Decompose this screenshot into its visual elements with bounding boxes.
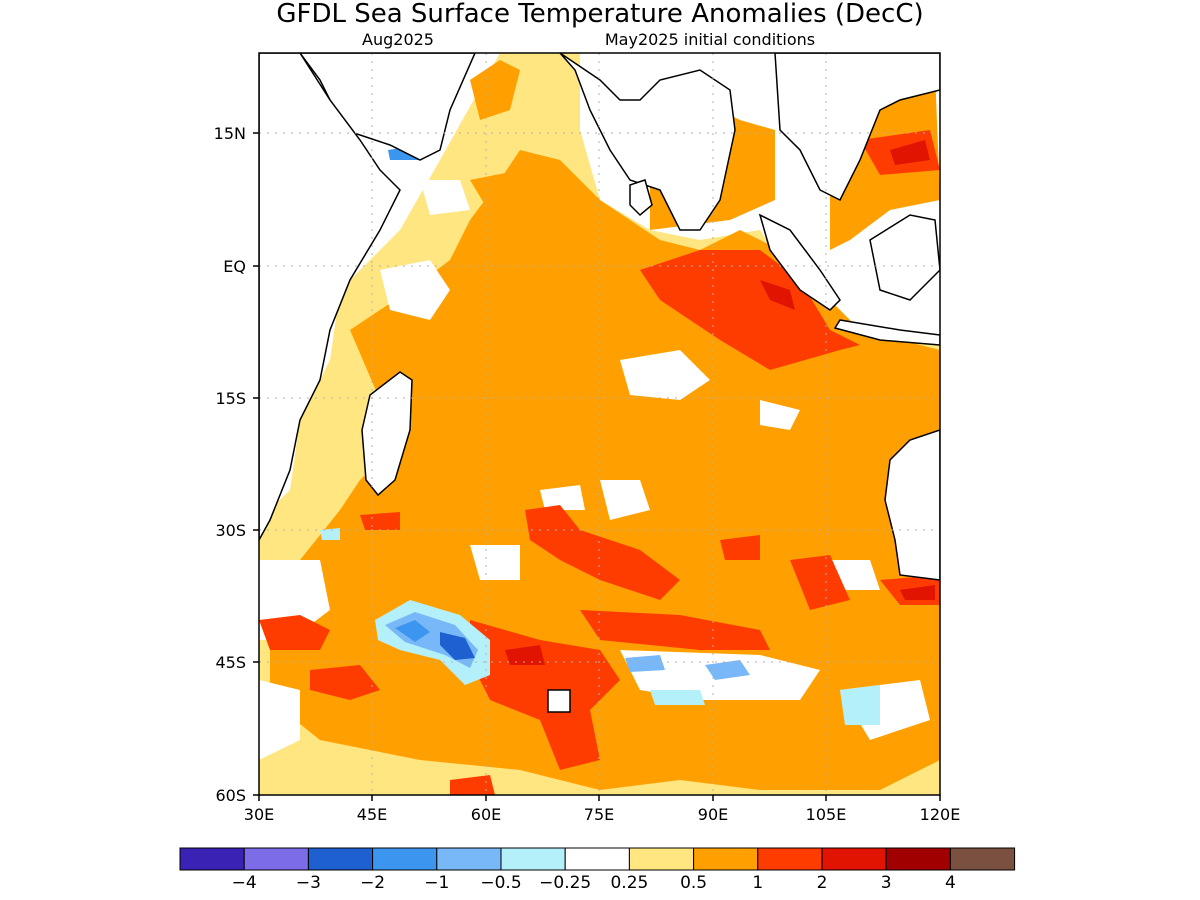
colorbar-swatch — [436, 847, 502, 871]
colorbar-swatch — [628, 847, 695, 871]
colorbar-swatch — [693, 847, 759, 871]
colorbar-label: −0.25 — [539, 873, 591, 893]
lat-tick-label: 30S — [215, 521, 246, 540]
india-land — [559, 53, 736, 231]
colorbar-label: 1 — [752, 873, 763, 893]
colorbar-swatch — [372, 847, 438, 871]
land-masses — [259, 53, 940, 713]
colorbar-swatch — [821, 847, 887, 871]
lon-tick-label: 45E — [357, 805, 387, 824]
lat-tick-label: 15S — [215, 389, 246, 408]
colorbar-label: 0.5 — [680, 873, 707, 893]
subtitle-date: Aug2025 — [362, 30, 434, 49]
australia-land — [884, 429, 940, 581]
colorbar-label: 0.25 — [610, 873, 648, 893]
colorbar-label: 4 — [945, 873, 956, 893]
map-grid — [259, 53, 940, 795]
colorbar-label: −1 — [424, 873, 449, 893]
lat-tick-label: 45S — [215, 653, 246, 672]
colorbar-swatch — [564, 847, 630, 871]
lon-tick-label: 90E — [698, 805, 728, 824]
borneo-land — [869, 214, 940, 301]
map-panel — [259, 53, 940, 795]
colorbar-label: −0.5 — [480, 873, 521, 893]
lon-tick-label: 60E — [471, 805, 501, 824]
lon-tick-label: 30E — [244, 805, 274, 824]
lat-tick-label: 60S — [215, 786, 246, 805]
madagascar-land — [361, 371, 413, 497]
lat-tick-label: 15N — [214, 124, 246, 143]
axis-ticks — [253, 132, 941, 801]
colorbar-swatch — [949, 847, 1016, 871]
sri-lanka-land — [629, 179, 653, 217]
subtitle-initial-conditions: May2025 initial conditions — [605, 30, 815, 49]
lon-tick-label: 120E — [920, 805, 961, 824]
colorbar-swatch — [179, 847, 245, 871]
lon-tick-label: 75E — [584, 805, 614, 824]
lat-tick-label: EQ — [223, 257, 246, 276]
colorbar-label: 2 — [817, 873, 828, 893]
colorbar-label: −3 — [296, 873, 321, 893]
colorbar-label: −4 — [232, 873, 257, 893]
colorbar-label: −2 — [360, 873, 385, 893]
colorbar-label: 3 — [881, 873, 892, 893]
colorbar-swatch — [243, 847, 309, 871]
colorbar-swatch — [757, 847, 823, 871]
lon-tick-label: 105E — [806, 805, 847, 824]
chart-title: GFDL Sea Surface Temperature Anomalies (… — [276, 0, 923, 29]
southeast-asia-land — [774, 53, 940, 202]
colorbar-swatch — [307, 847, 374, 871]
colorbar-swatch — [500, 847, 566, 871]
sumatra-land — [758, 213, 841, 311]
anomaly-2-3-region — [505, 140, 935, 665]
java-land — [833, 319, 940, 346]
colorbar-swatch — [885, 847, 951, 871]
colorbar: −4 −3 −2 −1 −0.5 −0.25 0.25 0.5 1 2 3 4 — [179, 847, 1016, 893]
kerguelen-island — [547, 689, 571, 713]
